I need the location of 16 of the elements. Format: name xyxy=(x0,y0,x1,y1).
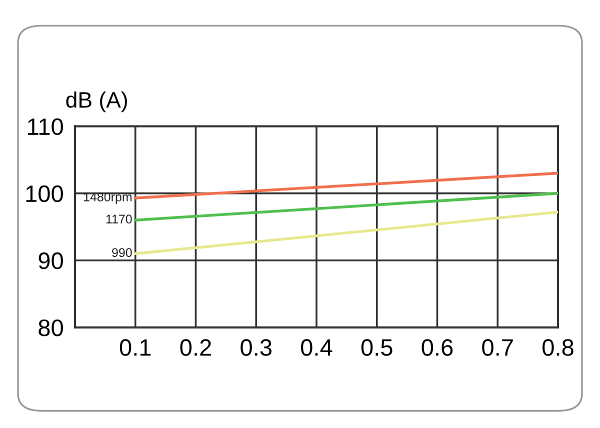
series-label: 1480rpm xyxy=(84,192,132,204)
y-tick-label: 110 xyxy=(28,118,63,136)
x-tick-label: 0.4 xyxy=(301,339,332,356)
x-tick-label: 0.2 xyxy=(180,339,211,356)
x-tick-label: 0.8 xyxy=(542,339,574,356)
x-tick-label: 0.6 xyxy=(422,339,453,356)
y-tick-label: 90 xyxy=(38,252,63,270)
y-tick-label: 100 xyxy=(26,185,63,202)
x-tick-label: 0.1 xyxy=(120,339,151,356)
y-axis-title: dB (A) xyxy=(66,91,127,112)
x-tick-label: 0.7 xyxy=(482,339,513,356)
x-tick-label: 0.3 xyxy=(240,339,272,356)
series-label: 990 xyxy=(112,248,132,258)
y-tick-label: 80 xyxy=(38,319,63,336)
series-label: 1170 xyxy=(106,214,132,224)
x-tick-label: 0.5 xyxy=(361,339,392,356)
